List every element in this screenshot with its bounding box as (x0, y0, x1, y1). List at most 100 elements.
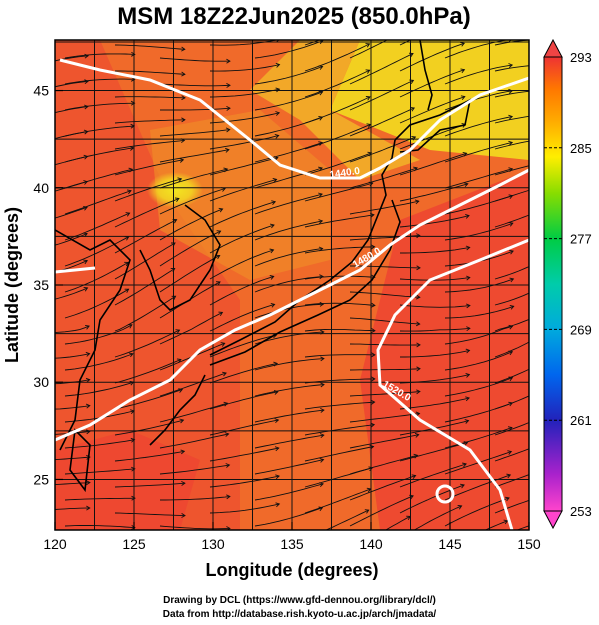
streamline (444, 278, 514, 293)
streamline-arrowhead (370, 399, 376, 405)
streamline (304, 182, 373, 202)
streamline-arrowhead (594, 331, 598, 335)
streamline (399, 327, 470, 332)
streamline (400, 349, 470, 358)
streamline-arrowhead (320, 382, 325, 388)
streamline-arrowhead (86, 505, 91, 511)
streamline-arrowhead (226, 58, 231, 64)
streamline (304, 302, 375, 306)
china-coast (55, 229, 131, 451)
streamline (159, 57, 230, 62)
streamline-arrowhead (411, 474, 417, 479)
streamline (159, 312, 223, 345)
streamline (304, 488, 371, 514)
streamline-arrowhead (365, 69, 371, 74)
streamline-arrowhead (414, 199, 420, 205)
graticule (55, 40, 529, 530)
streamline-arrowhead (86, 480, 91, 486)
streamline-arrowhead (319, 482, 324, 488)
streamline (209, 64, 280, 72)
streamline-arrowhead (223, 167, 229, 173)
streamline-arrowhead (507, 426, 513, 431)
streamline (254, 459, 324, 475)
streamline (385, 516, 411, 530)
streamline (304, 424, 375, 436)
streamline-arrowhead (131, 466, 136, 472)
streamline (114, 96, 186, 99)
colorbar-tick-label: 277 (570, 232, 592, 247)
streamline-arrowhead (218, 207, 224, 213)
streamline-arrowhead (127, 189, 132, 195)
streamline (114, 295, 176, 332)
streamline-arrowhead (124, 261, 129, 267)
streamline-arrowhead (272, 333, 278, 339)
streamline (55, 405, 90, 410)
streamline (254, 276, 324, 293)
streamline (64, 262, 129, 293)
streamline-arrowhead (272, 177, 278, 183)
contour-1480 (55, 168, 529, 442)
streamline (209, 447, 279, 462)
streamline-arrowhead (318, 90, 324, 96)
streamline-arrowhead (226, 83, 231, 88)
x-tick-label: 150 (517, 536, 541, 552)
streamline (114, 139, 185, 150)
streamline (349, 391, 420, 397)
y-tick-label: 25 (33, 471, 49, 487)
streamline-arrowhead (460, 68, 466, 74)
streamline (55, 181, 88, 192)
streamline (494, 214, 529, 228)
streamline-arrowhead (318, 116, 324, 121)
streamline-arrowhead (171, 242, 176, 247)
streamline-arrowhead (175, 329, 181, 334)
streamline-arrowhead (85, 324, 90, 330)
streamline (114, 159, 184, 176)
streamline-arrowhead (416, 389, 421, 395)
streamline-arrowhead (366, 487, 372, 493)
streamline-arrowhead (129, 380, 135, 386)
streamline (444, 497, 510, 527)
streamline (159, 208, 223, 241)
streamline-arrowhead (84, 104, 89, 110)
streamline-arrowhead (83, 205, 88, 211)
streamline-arrowhead (124, 288, 130, 293)
x-tick-label: 135 (280, 536, 304, 552)
streamline-arrowhead (460, 41, 466, 47)
streamline (484, 520, 508, 530)
streamline (114, 419, 184, 436)
streamline (114, 359, 182, 384)
streamline (304, 378, 375, 384)
streamline-arrowhead (170, 268, 176, 273)
streamline-arrowhead (124, 236, 130, 241)
colorbar-tick-label: 293 (570, 50, 592, 65)
streamline-arrowhead (509, 304, 515, 310)
streamline-arrowhead (269, 223, 275, 229)
streamline (254, 507, 323, 527)
streamline (209, 303, 275, 332)
streamline-arrowhead (365, 43, 371, 48)
streamline-arrowhead (411, 135, 417, 141)
streamline (55, 55, 89, 62)
streamline-arrowhead (465, 396, 470, 402)
colorbar-max-arrow (543, 38, 563, 58)
streamline-arrowhead (179, 418, 185, 424)
streamline-arrowhead (466, 303, 471, 309)
streamline (254, 40, 323, 59)
taiwan-coast (69, 428, 91, 493)
streamline (55, 106, 88, 114)
streamline (209, 249, 274, 280)
streamline-arrowhead (408, 52, 414, 58)
streamline-arrowhead (318, 192, 323, 198)
streamline (349, 234, 420, 241)
streamline-arrowhead (181, 71, 186, 77)
streamline (399, 42, 465, 72)
streamline-arrowhead (371, 376, 376, 382)
streamline (349, 40, 389, 59)
streamline (159, 149, 229, 163)
streamline (444, 474, 511, 501)
streamline-arrowhead (466, 326, 471, 332)
japan-coast (209, 139, 396, 356)
streamline (254, 358, 324, 371)
streamline (399, 96, 465, 124)
streamline (444, 195, 513, 215)
